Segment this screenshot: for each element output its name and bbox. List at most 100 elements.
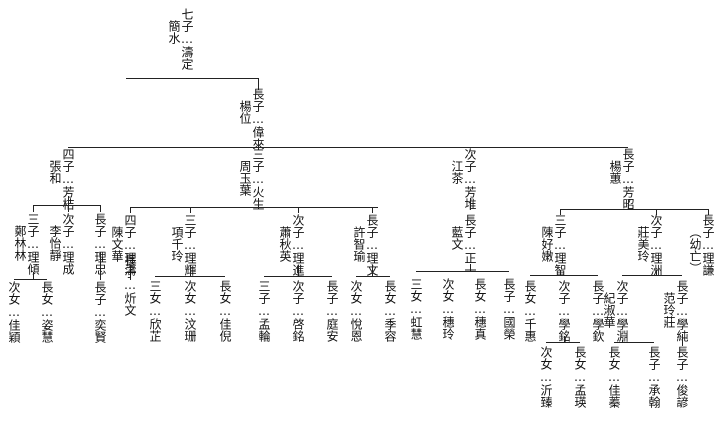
- rank-label: 四子: [61, 148, 75, 172]
- rank-label: 三子: [183, 214, 197, 238]
- person-name: 理洲: [649, 252, 663, 276]
- separator: …: [251, 172, 265, 186]
- person-title: 次子…理洲: [649, 214, 663, 276]
- great-grand-node: 長子…奕賢: [93, 281, 107, 343]
- person-title: 七子…濤定: [180, 8, 194, 70]
- connector-line: [560, 209, 708, 210]
- separator: …: [649, 238, 663, 252]
- person-name: 俊諺: [675, 384, 689, 408]
- great-grand-node: 長女…佳倪: [218, 280, 232, 342]
- rank-label: 次女: [7, 281, 21, 305]
- note: （幼亡）: [688, 226, 702, 274]
- connector-line: [614, 342, 654, 343]
- separator: …: [409, 302, 423, 316]
- great-grand-node: 長子…國榮: [502, 278, 516, 340]
- rank-label: 三女: [409, 278, 423, 302]
- great-great-grand-node: 長女…孟瑛: [573, 346, 587, 408]
- separator: …: [40, 305, 54, 319]
- great-great-grand-node: 長子…承翰: [647, 346, 661, 408]
- great-grand-node: 次女…悅恩: [349, 280, 363, 342]
- great-grand-node: 長女…穗真: [473, 278, 487, 340]
- separator: …: [523, 304, 537, 318]
- connector-line: [190, 207, 191, 213]
- person-title: 長女…佳蓁: [607, 346, 621, 408]
- rank-label: 長女: [40, 281, 54, 305]
- person-name: 沂臻: [539, 384, 553, 408]
- grandson-node: 四子…理濤 陳文華: [110, 214, 137, 276]
- rank-label: 次子: [291, 214, 305, 238]
- rank-label: 次子: [61, 213, 75, 237]
- person-name: 承翰: [647, 384, 661, 408]
- person-title: 長女…穗真: [473, 278, 487, 340]
- rank-label: 長子: [675, 280, 689, 304]
- rank-label: 長子: [365, 214, 379, 238]
- connector-line: [682, 334, 683, 346]
- connector-line: [622, 340, 623, 343]
- person-name: 理濤: [123, 252, 137, 276]
- rank-label: 長子: [675, 346, 689, 370]
- person-name: 欣芷: [148, 318, 162, 342]
- person-name: 學銘: [557, 318, 571, 342]
- spouse-name: 紀淑華: [602, 292, 616, 328]
- spouse-name: 藍文: [450, 226, 464, 250]
- connector-line: [708, 209, 709, 215]
- great-grand-node: 長子…炘文: [123, 254, 137, 316]
- rank-label: 長子: [325, 280, 339, 304]
- separator: …: [621, 172, 635, 186]
- separator: …: [647, 370, 661, 384]
- connector-line: [416, 271, 509, 272]
- rank-label: 長子: [647, 346, 661, 370]
- rank-label: 四子: [123, 214, 137, 238]
- connector-line: [298, 265, 299, 277]
- spouse-name: 范玲莊: [662, 292, 676, 328]
- person-title: 次女…汶珊: [183, 280, 197, 342]
- grandson-node: 三子…理輝 項千玲: [170, 214, 197, 276]
- separator: …: [93, 237, 107, 251]
- rank-label: 長女: [523, 280, 537, 304]
- person-name: 佳蓁: [607, 384, 621, 408]
- great-great-grand-node: 長子…俊諺: [675, 346, 689, 408]
- rank-label: 次子: [557, 280, 571, 304]
- separator: …: [675, 304, 689, 318]
- person-name: 季容: [383, 318, 397, 342]
- person-title: 三女…虹慧: [409, 278, 423, 340]
- connector-line: [68, 205, 69, 212]
- rank-label: 長女: [573, 346, 587, 370]
- spouse-name: 周玉葉: [238, 160, 252, 196]
- person-name: 理進: [291, 252, 305, 276]
- spouse-name: 鄭林林: [13, 225, 27, 261]
- spouse-name: 蕭秋英: [278, 226, 292, 262]
- person-title: 長子…理謙: [701, 214, 715, 276]
- rank-label: 長子: [591, 280, 605, 304]
- person-title: 長女…孟瑛: [573, 346, 587, 408]
- generation-2-bar: [68, 147, 628, 148]
- person-title: 長子…芳昭: [621, 148, 635, 210]
- great-grand-node: 長子…庭安: [325, 280, 339, 342]
- connector-line: [628, 200, 629, 210]
- connector-line: [470, 264, 471, 272]
- person-title: 長子…奕賢: [93, 281, 107, 343]
- spouse-name: 陳好嫩: [540, 226, 554, 262]
- separator: …: [291, 304, 305, 318]
- spouse-name: 李怡靜: [48, 225, 62, 261]
- connector-line: [560, 270, 561, 275]
- separator: …: [218, 304, 232, 318]
- connector-line: [470, 198, 471, 210]
- person-name: 虹慧: [409, 316, 423, 340]
- great-grand-node: 次女…佳穎: [7, 281, 21, 343]
- connector-line: [130, 207, 131, 213]
- connector-line: [656, 209, 657, 215]
- rank-label: 長子: [93, 281, 107, 305]
- connector-line: [372, 265, 373, 277]
- separator: …: [93, 305, 107, 319]
- person-name: 悅恩: [349, 318, 363, 342]
- separator: …: [148, 304, 162, 318]
- grandson-node: 次子…理進 蕭秋英: [278, 214, 305, 276]
- connector-line: [622, 275, 682, 276]
- person-title: 長子…學純: [675, 280, 689, 342]
- separator: …: [123, 278, 137, 292]
- person-title: 長女…千惠: [523, 280, 537, 342]
- connector-line: [258, 140, 259, 148]
- grandson-node: 次子…理成 李怡靜: [48, 213, 75, 275]
- person-name: 穗玲: [441, 316, 455, 340]
